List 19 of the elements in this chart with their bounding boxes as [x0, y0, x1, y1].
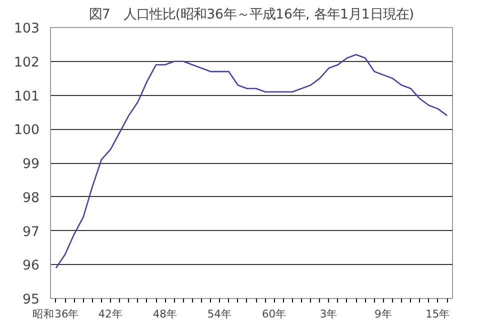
y-tick-label: 97	[22, 224, 40, 240]
y-tick-label: 98	[22, 190, 40, 206]
x-tick-label: 3年	[320, 308, 338, 320]
y-tick-label: 103	[14, 22, 40, 36]
y-tick-label: 101	[14, 89, 40, 104]
x-tick-label: 15年	[426, 308, 450, 320]
y-tick-label: 96	[22, 258, 40, 274]
line-series	[55, 54, 448, 269]
x-tick-label: 9年	[374, 308, 392, 320]
x-tick-label: 60年	[262, 308, 287, 320]
y-tick-label: 102	[14, 55, 40, 70]
x-tick-label: 42年	[98, 308, 123, 320]
chart-title: 図7 人口性比(昭和36年～平成16年, 各年1月1日現在)	[88, 8, 414, 22]
x-tick-label: 48年	[152, 308, 178, 320]
y-tick-label: 99	[22, 157, 40, 172]
y-tick-label: 95	[22, 292, 40, 308]
x-tick-label: 昭和36年	[32, 308, 80, 320]
x-tick-label: 54年	[207, 308, 232, 320]
y-tick-label: 100	[14, 123, 40, 138]
